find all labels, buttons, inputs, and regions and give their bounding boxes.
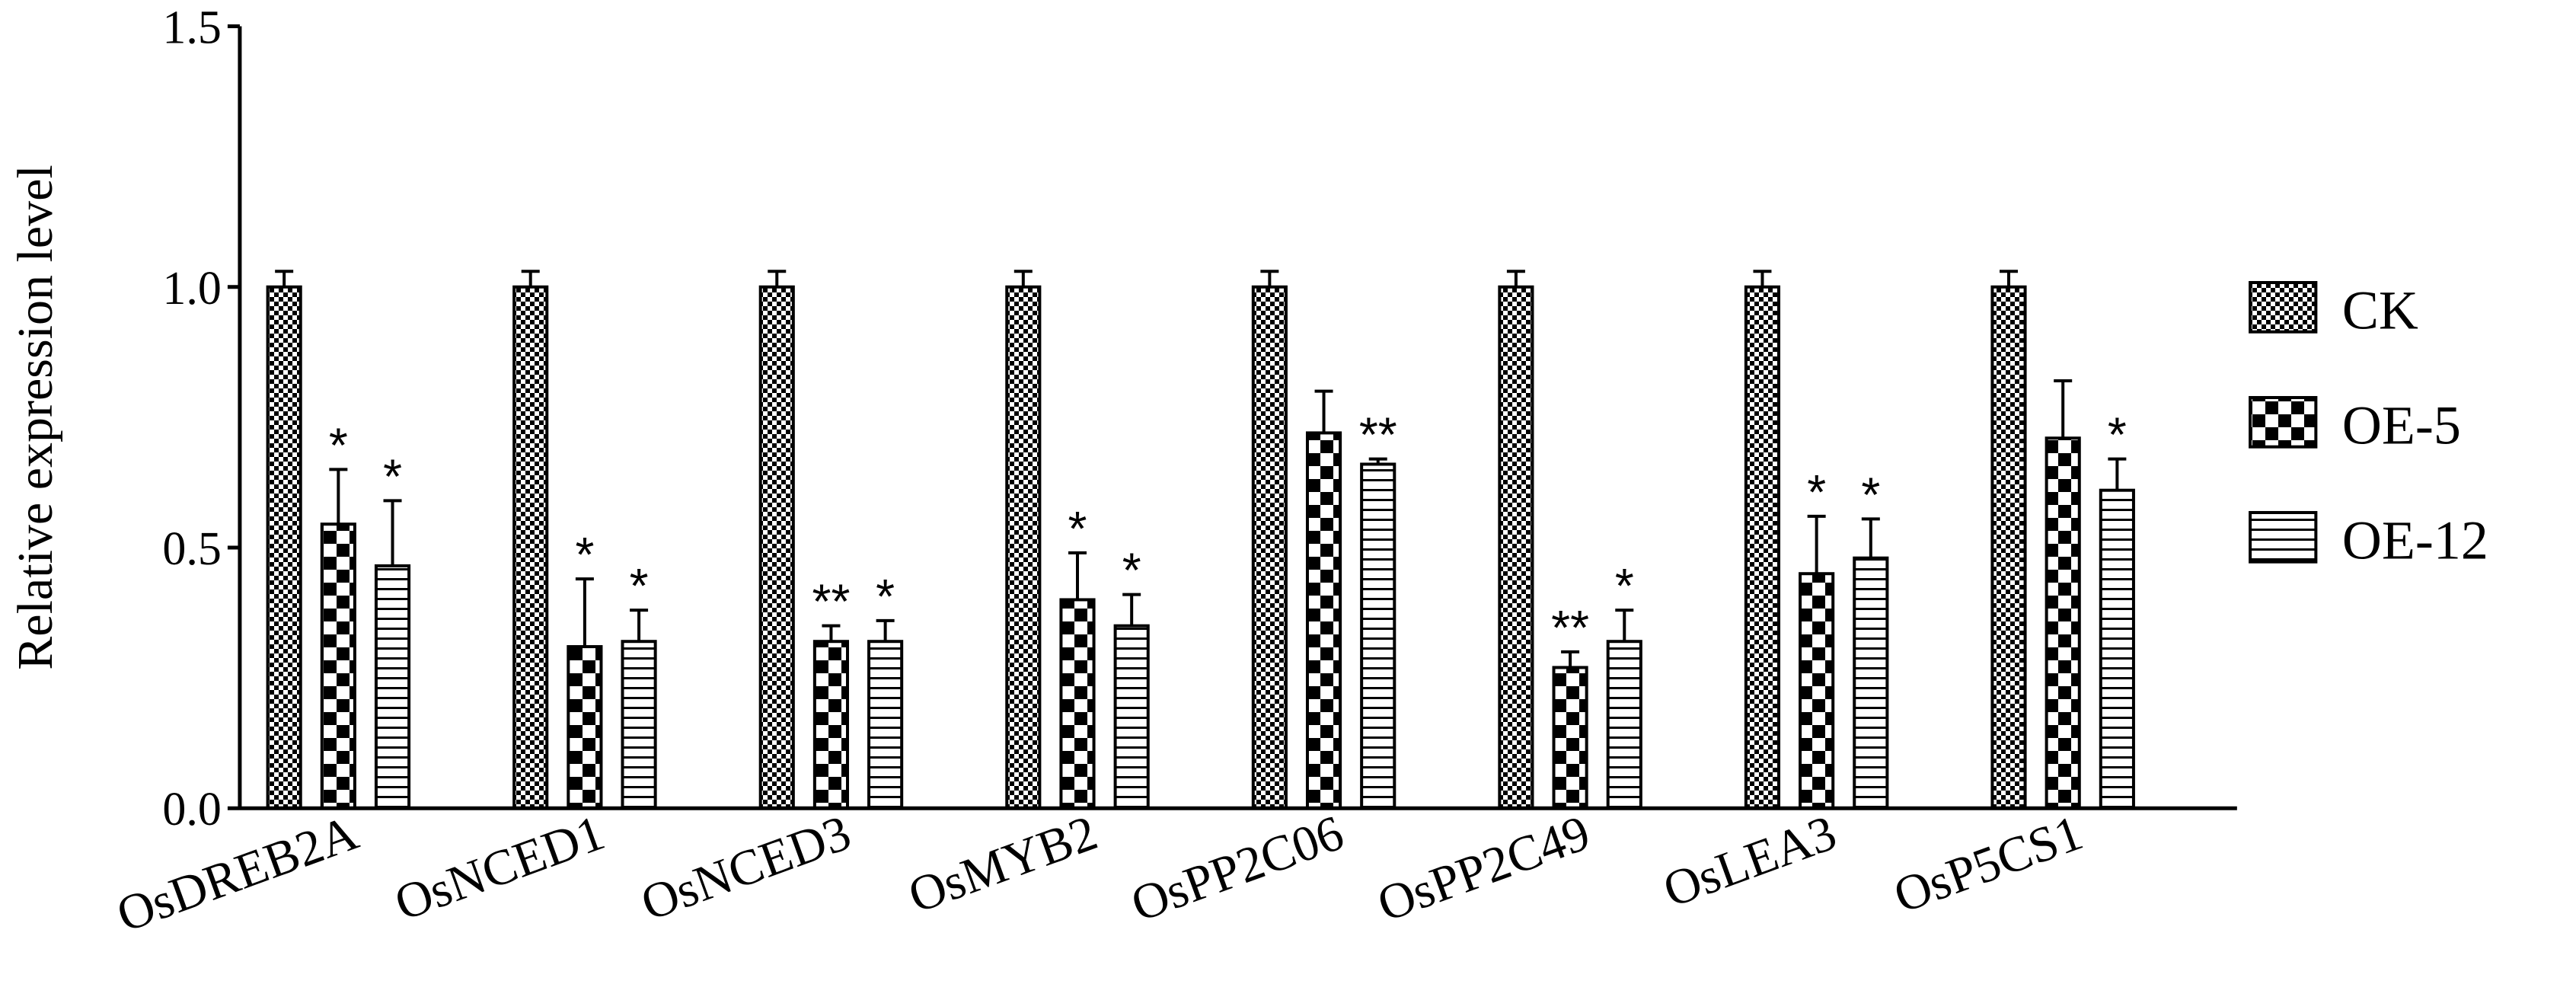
x-tick-label: OsMYB2 — [902, 805, 1104, 924]
x-tick-label: OsPP2C06 — [1124, 805, 1350, 933]
bar — [1059, 598, 1096, 810]
bar — [567, 645, 603, 810]
bar — [512, 285, 549, 810]
legend-label: OE-5 — [2342, 395, 2461, 455]
y-tick-label: 0.5 — [162, 523, 222, 575]
legend-label: OE-12 — [2342, 510, 2488, 570]
significance: ** — [812, 574, 851, 629]
bar — [758, 285, 795, 810]
x-tick-label: OsNCED3 — [634, 805, 858, 931]
bar — [374, 564, 411, 810]
x-tick-label: OsP5CS1 — [1887, 805, 2089, 924]
significance: ** — [1359, 407, 1397, 462]
x-tick-label: OsPP2C49 — [1371, 805, 1597, 933]
x-tick-label: OsDREB2A — [110, 805, 365, 944]
significance: * — [630, 558, 649, 613]
bar — [1305, 431, 1342, 810]
significance: * — [876, 569, 895, 624]
bar — [812, 640, 850, 810]
significance: * — [2108, 407, 2127, 462]
bar — [2045, 436, 2081, 810]
bar — [1799, 572, 1835, 810]
significance: ** — [1551, 600, 1589, 655]
bar — [1990, 285, 2027, 810]
bar — [1606, 640, 1642, 810]
significance: * — [1068, 501, 1087, 556]
significance: * — [1122, 543, 1141, 598]
x-tick-label: OsLEA3 — [1656, 805, 1843, 919]
legend-label: CK — [2342, 280, 2418, 340]
bar — [1360, 462, 1397, 810]
significance: * — [1807, 465, 1826, 519]
bar — [2099, 488, 2135, 810]
x-tick-label: OsNCED1 — [388, 805, 611, 931]
bar — [621, 640, 657, 810]
bar — [266, 285, 302, 810]
significance: * — [1861, 467, 1880, 522]
bar — [1005, 285, 1042, 810]
bar — [867, 640, 904, 810]
significance: * — [575, 527, 594, 582]
legend-swatch — [2249, 395, 2318, 449]
significance: * — [1615, 558, 1634, 613]
y-tick-label: 1.5 — [162, 2, 222, 54]
bar — [1251, 285, 1288, 810]
y-axis-label: Relative expression level — [8, 165, 63, 669]
bar — [1744, 285, 1781, 810]
y-tick-label: 0.0 — [162, 784, 222, 835]
significance: * — [383, 449, 402, 503]
y-tick-label: 1.0 — [162, 263, 222, 315]
legend-swatch — [2249, 281, 2318, 334]
bar — [1853, 556, 1889, 810]
bar — [1113, 624, 1150, 810]
significance: * — [329, 417, 348, 472]
bar — [1498, 285, 1534, 810]
bar — [1552, 666, 1588, 810]
legend-swatch — [2249, 510, 2318, 564]
bar — [320, 522, 356, 810]
